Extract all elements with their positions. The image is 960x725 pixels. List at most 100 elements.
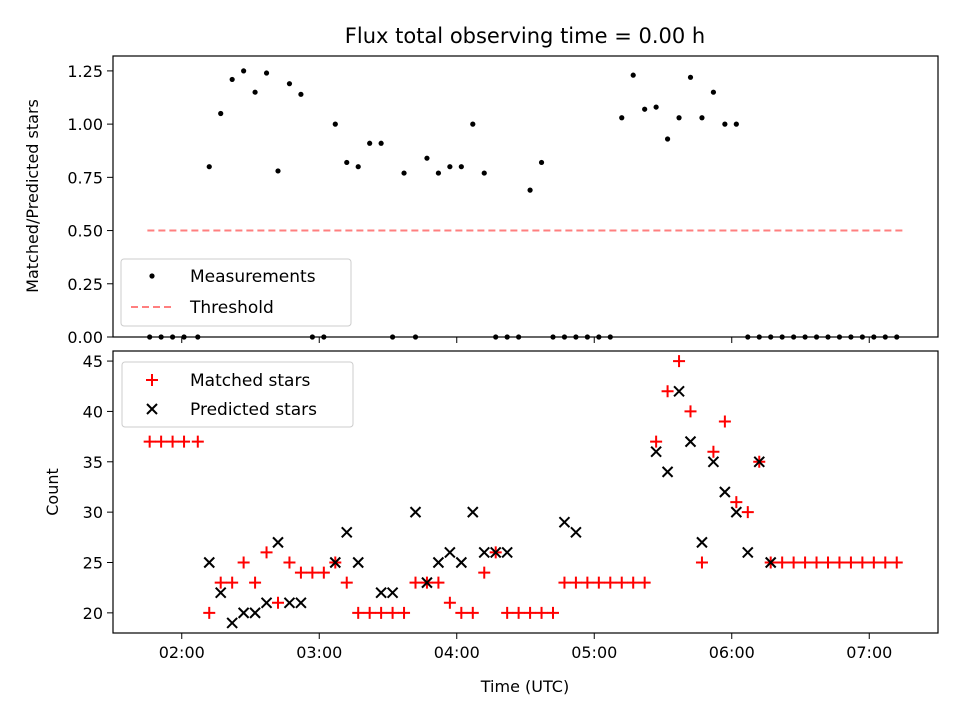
matched-star-point	[214, 576, 227, 589]
matched-star-point	[844, 556, 857, 569]
predicted-star-point	[409, 506, 422, 518]
matched-star-point	[443, 596, 456, 609]
measurement-point	[630, 72, 636, 78]
predicted-star-point	[501, 546, 513, 559]
y-tick-label: 40	[83, 402, 103, 421]
matched-star-point	[260, 546, 273, 559]
matched-star-point	[226, 576, 239, 589]
matched-star-point	[856, 556, 869, 569]
predicted-star-point	[272, 536, 284, 549]
measurement-point	[470, 121, 476, 127]
y-tick-label: 30	[83, 503, 103, 522]
measurement-point	[241, 68, 247, 74]
legend-matched-marker	[146, 374, 158, 386]
matched-star-point	[143, 435, 156, 448]
measurement-point	[206, 164, 212, 170]
predicted-star-point	[386, 587, 399, 599]
matched-star-point	[592, 576, 605, 589]
top-legend: Measurements Threshold	[120, 258, 352, 327]
predicted-star-point	[765, 556, 777, 569]
measurement-point	[710, 89, 717, 95]
legend-measurements-marker	[149, 273, 155, 279]
matched-star-point	[237, 556, 250, 569]
matched-star-point	[799, 556, 812, 569]
matched-star-point	[272, 596, 284, 609]
predicted-star-point	[226, 617, 238, 629]
predicted-star-point	[341, 526, 353, 538]
predicted-star-point	[432, 556, 445, 569]
matched-star-point	[375, 606, 388, 619]
predicted-star-point	[444, 546, 456, 559]
matched-star-point	[512, 606, 525, 619]
matched-star-point	[581, 576, 594, 589]
predicted-star-point	[329, 556, 341, 569]
measurement-point	[298, 91, 304, 97]
predicted-star-point	[742, 546, 754, 559]
predicted-star-point	[352, 556, 364, 569]
predicted-star-point	[730, 506, 743, 518]
matched-star-point	[822, 556, 834, 569]
matched-star-point	[432, 576, 445, 589]
measurement-point	[435, 170, 442, 176]
legend-threshold-label: Threshold	[189, 298, 274, 318]
bottom-yticks: 20 25 30 35 40 45	[83, 352, 113, 623]
top-xticks	[181, 337, 870, 343]
measurement-point	[344, 159, 350, 166]
measurement-point	[332, 121, 338, 127]
measurement-point	[481, 170, 487, 176]
matched-star-point	[249, 576, 262, 589]
top-ylabel: Matched/Predicted stars	[23, 99, 42, 293]
y-tick-label: 35	[83, 453, 103, 472]
x-tick-label: 06:00	[709, 643, 755, 662]
matched-star-point	[535, 606, 548, 619]
bottom-axes-frame	[112, 350, 939, 634]
measurement-point	[424, 155, 430, 161]
matched-star-point	[283, 556, 296, 569]
matched-star-point	[661, 385, 674, 398]
legend-measurements-label: Measurements	[190, 267, 316, 287]
predicted-star-point	[650, 446, 662, 458]
matched-star-point	[398, 606, 411, 619]
matched-star-point	[317, 566, 330, 579]
matched-star-point	[363, 606, 376, 619]
chart-title: Flux total observing time = 0.00 h	[345, 24, 705, 48]
measurement-point	[619, 115, 625, 121]
measurement-point	[664, 136, 671, 142]
matched-star-point	[352, 606, 365, 619]
y-tick-label: 0.50	[67, 222, 103, 241]
top-yticks: 0.00 0.25 0.50 0.75 1.00 1.25	[67, 62, 113, 347]
measurement-point	[218, 110, 224, 117]
measurement-point	[733, 121, 739, 127]
matched-star-point	[879, 556, 892, 569]
matched-star-point	[306, 566, 319, 579]
matched-star-point	[478, 566, 491, 579]
predicted-star-point	[707, 456, 720, 468]
predicted-star-point	[570, 526, 582, 538]
matched-star-point	[524, 606, 537, 619]
y-tick-label: 45	[83, 352, 103, 371]
predicted-star-point	[283, 597, 296, 609]
matched-star-point	[558, 576, 571, 589]
bottom-xticks: 02:00 03:00 04:00 05:00 06:00 07:00	[159, 633, 892, 662]
predicted-star-point	[661, 466, 674, 478]
measurement-point	[722, 121, 728, 127]
matched-star-point	[501, 606, 514, 619]
matched-star-point	[604, 576, 617, 589]
predicted-star-point	[684, 435, 697, 448]
matched-star-point	[810, 556, 823, 569]
bottom-legend: Matched stars Predicted stars	[121, 361, 354, 428]
matched-star-point	[627, 576, 640, 589]
matched-star-point	[707, 445, 720, 458]
predicted-star-point	[753, 456, 765, 468]
matched-star-point	[155, 435, 168, 448]
y-tick-label: 1.25	[67, 62, 103, 81]
measurement-point	[286, 81, 293, 87]
measurement-point	[458, 164, 464, 170]
predicted-star-point	[375, 587, 387, 599]
matched-star-point	[833, 556, 846, 569]
predicted-star-point	[249, 607, 261, 619]
matched-star-point	[890, 556, 903, 569]
predicted-star-point	[260, 597, 273, 609]
